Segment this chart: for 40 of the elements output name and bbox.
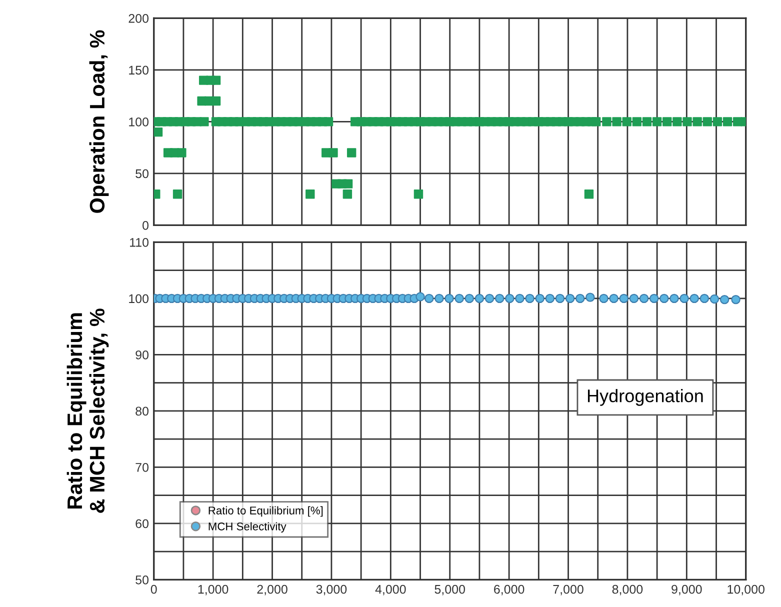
point — [414, 190, 424, 199]
point — [346, 148, 356, 158]
legend-label: MCH Selectivity — [208, 522, 286, 533]
y-axis-title: Ratio to Equilibrium & MCH Selectivity, % — [66, 308, 109, 513]
point — [342, 190, 352, 199]
x-tick-label: 1,000 — [198, 584, 228, 596]
x-tick-label: 9,000 — [672, 584, 702, 596]
x-tick-label: 4,000 — [375, 584, 406, 596]
y-tick-label: 50 — [136, 169, 149, 178]
annotation: Hydrogenation — [588, 389, 703, 406]
y-tick-label: 100 — [129, 118, 149, 126]
x-tick-label: 7,000 — [553, 584, 584, 596]
x-tick-label: 10,000 — [728, 584, 764, 596]
x-tick-label: 0 — [150, 584, 157, 594]
point — [177, 148, 186, 158]
legend-label: Ratio to Equilibrium [%] — [208, 506, 323, 517]
y-tick-label: 80 — [136, 406, 149, 416]
y-tick-label: 70 — [136, 462, 149, 472]
point — [154, 127, 163, 137]
point — [343, 179, 353, 188]
point — [306, 190, 315, 199]
point — [211, 76, 221, 85]
y-tick-label: 110 — [130, 238, 149, 247]
y-tick-label: 200 — [128, 14, 149, 23]
point — [172, 190, 182, 199]
x-tick-label: 5,000 — [434, 584, 466, 596]
y-tick-label: 100 — [129, 294, 149, 304]
point — [211, 96, 221, 106]
y-axis-title: Operation Load, % — [89, 30, 109, 213]
x-tick-label: 6,000 — [494, 584, 524, 596]
point — [584, 190, 594, 199]
y-tick-label: 150 — [129, 66, 149, 75]
y-tick-label: 60 — [136, 519, 149, 528]
x-tick-label: 8,000 — [612, 584, 643, 596]
x-tick-label: 3,000 — [316, 584, 347, 596]
y-tick-label: 50 — [136, 575, 149, 584]
x-tick-label: 2,000 — [257, 584, 288, 596]
y-tick-label: 0 — [142, 221, 149, 230]
y-tick-label: 90 — [136, 350, 149, 360]
point — [328, 148, 338, 158]
